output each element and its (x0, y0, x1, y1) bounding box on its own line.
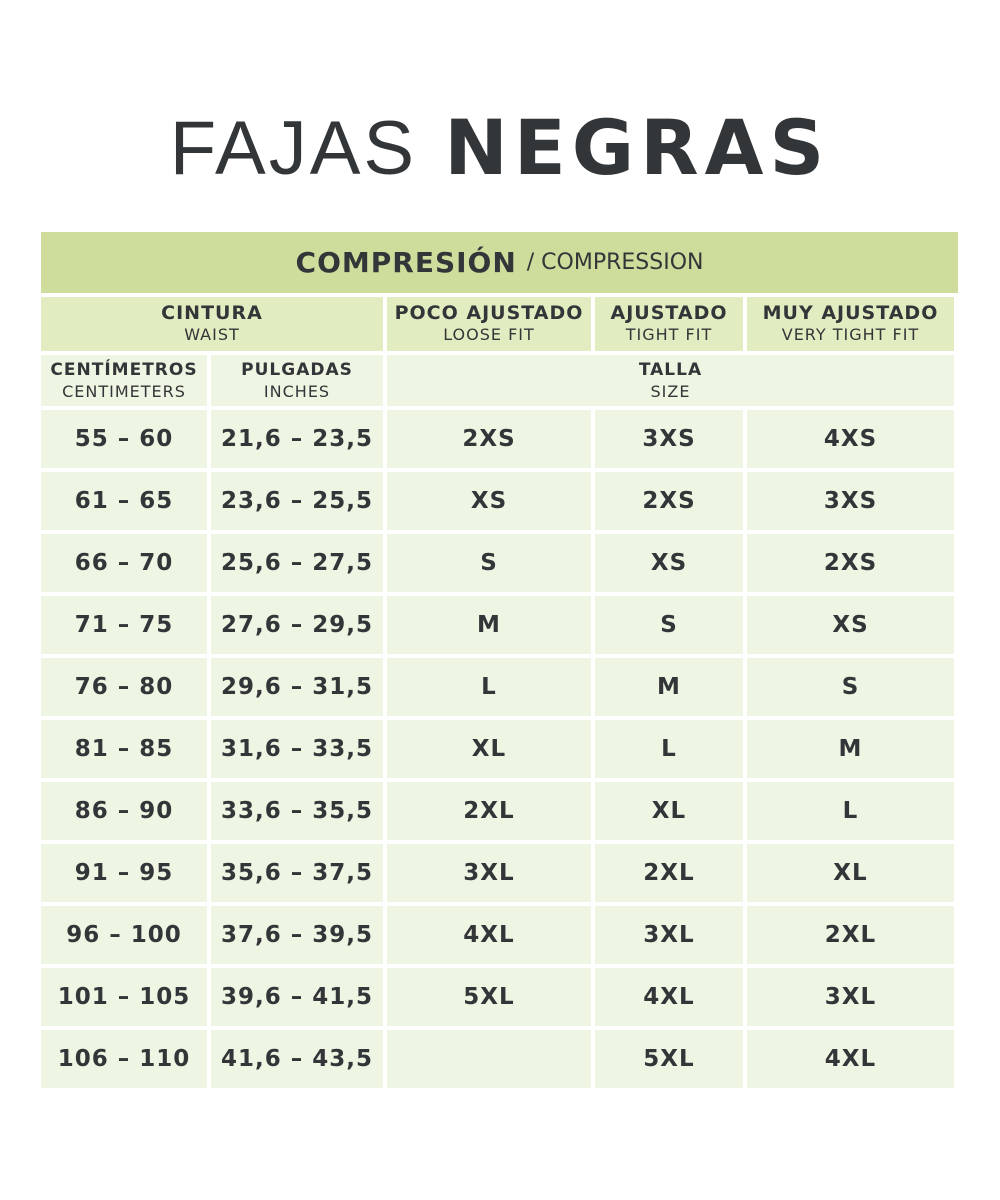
cell-loose-size: S (387, 534, 591, 592)
title-bold: NEGRAS (444, 103, 831, 192)
cell-cm: 76 – 80 (41, 658, 207, 716)
header-size-es: TALLA (638, 359, 703, 380)
cell-tight-size: 2XL (595, 844, 743, 902)
cell-inches: 41,6 – 43,5 (211, 1030, 383, 1088)
title-light: FAJAS (169, 106, 418, 191)
cell-cm: 81 – 85 (41, 720, 207, 778)
cell-very-tight-size: XS (747, 596, 954, 654)
cell-inches: 31,6 – 33,5 (211, 720, 383, 778)
cell-very-tight-size: 2XS (747, 534, 954, 592)
cell-very-tight-size: 3XL (747, 968, 954, 1026)
size-table: CINTURA WAIST POCO AJUSTADO LOOSE FIT AJ… (41, 297, 958, 1088)
cell-tight-size: S (595, 596, 743, 654)
header-waist: CINTURA WAIST (41, 297, 383, 351)
header-very-tight-en: VERY TIGHT FIT (781, 325, 920, 344)
cell-tight-size: XS (595, 534, 743, 592)
cell-inches: 23,6 – 25,5 (211, 472, 383, 530)
cell-inches: 39,6 – 41,5 (211, 968, 383, 1026)
cell-inches: 29,6 – 31,5 (211, 658, 383, 716)
cell-very-tight-size: M (747, 720, 954, 778)
header-cm-en: CENTIMETERS (62, 381, 186, 401)
cell-inches: 25,6 – 27,5 (211, 534, 383, 592)
cell-inches: 21,6 – 23,5 (211, 410, 383, 468)
cell-very-tight-size: L (747, 782, 954, 840)
header-waist-es: CINTURA (161, 302, 263, 324)
cell-loose-size: 2XL (387, 782, 591, 840)
cell-loose-size: XS (387, 472, 591, 530)
cell-loose-size: 3XL (387, 844, 591, 902)
cell-cm: 71 – 75 (41, 596, 207, 654)
page-title: FAJAS NEGRAS (0, 100, 1000, 196)
cell-very-tight-size: S (747, 658, 954, 716)
cell-inches: 27,6 – 29,5 (211, 596, 383, 654)
compression-label-en: / COMPRESSION (526, 250, 704, 275)
header-very-tight-es: MUY AJUSTADO (762, 302, 939, 324)
cell-loose-size: XL (387, 720, 591, 778)
header-tight-en: TIGHT FIT (625, 325, 713, 344)
header-cm-es: CENTÍMETROS (50, 359, 198, 380)
header-size: TALLA SIZE (387, 355, 954, 406)
cell-inches: 35,6 – 37,5 (211, 844, 383, 902)
cell-tight-size: 3XS (595, 410, 743, 468)
cell-cm: 66 – 70 (41, 534, 207, 592)
header-in-es: PULGADAS (241, 359, 353, 380)
cell-inches: 33,6 – 35,5 (211, 782, 383, 840)
cell-very-tight-size: 3XS (747, 472, 954, 530)
cell-very-tight-size: 4XL (747, 1030, 954, 1088)
cell-loose-size: 2XS (387, 410, 591, 468)
cell-tight-size: M (595, 658, 743, 716)
compression-label: COMPRESIÓN (295, 246, 517, 279)
cell-cm: 55 – 60 (41, 410, 207, 468)
compression-band: COMPRESIÓN / COMPRESSION (41, 232, 958, 293)
cell-inches: 37,6 – 39,5 (211, 906, 383, 964)
cell-tight-size: 3XL (595, 906, 743, 964)
cell-tight-size: 4XL (595, 968, 743, 1026)
header-loose-es: POCO AJUSTADO (394, 302, 584, 324)
cell-cm: 86 – 90 (41, 782, 207, 840)
cell-loose-size: 5XL (387, 968, 591, 1026)
cell-tight-size: L (595, 720, 743, 778)
cell-loose-size (387, 1030, 591, 1088)
header-tight-es: AJUSTADO (610, 302, 728, 324)
cell-tight-size: XL (595, 782, 743, 840)
cell-very-tight-size: XL (747, 844, 954, 902)
header-very-tight: MUY AJUSTADO VERY TIGHT FIT (747, 297, 954, 351)
header-cm: CENTÍMETROS CENTIMETERS (41, 355, 207, 406)
cell-loose-size: L (387, 658, 591, 716)
cell-loose-size: M (387, 596, 591, 654)
header-tight: AJUSTADO TIGHT FIT (595, 297, 743, 351)
cell-tight-size: 5XL (595, 1030, 743, 1088)
cell-very-tight-size: 2XL (747, 906, 954, 964)
header-loose-en: LOOSE FIT (443, 325, 535, 344)
cell-loose-size: 4XL (387, 906, 591, 964)
header-waist-en: WAIST (184, 325, 240, 344)
cell-cm: 106 – 110 (41, 1030, 207, 1088)
cell-tight-size: 2XS (595, 472, 743, 530)
cell-cm: 61 – 65 (41, 472, 207, 530)
header-loose: POCO AJUSTADO LOOSE FIT (387, 297, 591, 351)
header-size-en: SIZE (650, 381, 691, 401)
cell-cm: 96 – 100 (41, 906, 207, 964)
header-in: PULGADAS INCHES (211, 355, 383, 406)
cell-very-tight-size: 4XS (747, 410, 954, 468)
cell-cm: 91 – 95 (41, 844, 207, 902)
cell-cm: 101 – 105 (41, 968, 207, 1026)
header-in-en: INCHES (263, 381, 331, 401)
